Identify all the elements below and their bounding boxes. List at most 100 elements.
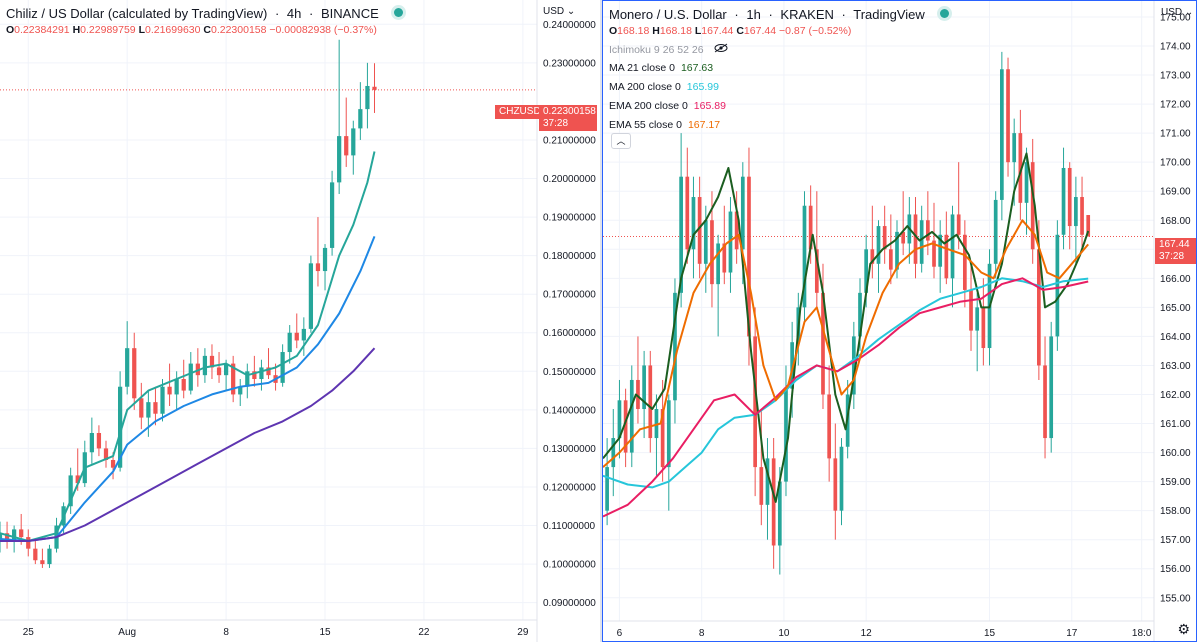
chevron-up-icon[interactable]: ︿	[611, 133, 631, 149]
x-tick-label: 8	[699, 628, 705, 639]
candle-body	[96, 432, 102, 449]
candle-body	[1067, 167, 1072, 227]
y-tick-label: 0.09000000	[543, 598, 596, 609]
indicator-line	[603, 277, 1089, 518]
y-tick-label: 0.18000000	[543, 251, 596, 262]
candle-body	[858, 292, 862, 337]
candle-body	[777, 481, 782, 546]
ohlc-close: 167.44	[743, 25, 777, 37]
pane-divider[interactable]	[600, 0, 602, 642]
xmr-interval[interactable]: 1h	[746, 7, 761, 22]
indicator-value: 165.89	[693, 100, 726, 112]
indicator-line	[0, 236, 376, 542]
candle-body	[944, 234, 949, 279]
candle-body	[358, 109, 363, 129]
chevron-down-icon: ⌄	[566, 6, 576, 17]
ohlc-low-label: L	[694, 25, 702, 37]
candle-body	[882, 226, 887, 250]
indicator-legend-item[interactable]: MA 200 close 0 165.99	[609, 81, 719, 93]
candle-body	[294, 332, 299, 341]
candle-body	[981, 307, 986, 349]
candle-body	[716, 243, 720, 285]
y-tick-label: 166.00	[1160, 274, 1191, 285]
candle-body	[629, 379, 634, 453]
y-tick-label: 0.19000000	[543, 213, 596, 224]
candle-body	[216, 367, 222, 376]
candle-body	[266, 367, 271, 376]
candle-body	[636, 379, 640, 410]
chz-price-tag: 0.22300158 37:28	[539, 105, 597, 131]
indicator-label: EMA 200 close 0	[609, 100, 688, 112]
candle-body	[19, 529, 24, 538]
y-tick-label: 160.00	[1160, 448, 1191, 459]
candle-body	[202, 355, 208, 376]
xmr-chart-svg[interactable]: 175.00 174.00 173.00 172.00 171.00 170.00 169.…	[603, 1, 1197, 642]
candle-body	[870, 249, 875, 264]
candle-body	[864, 249, 869, 293]
xmr-currency-menu[interactable]: USD ⌄	[1161, 7, 1193, 18]
ohlc-low: 0.21699630	[145, 24, 201, 36]
chz-symbol-tag: CHZUSD	[495, 105, 545, 119]
candle-body	[876, 226, 881, 264]
chz-currency-menu[interactable]: USD ⌄	[543, 6, 575, 17]
chz-chart-pane[interactable]: 0.24000000 0.23000000 0.21000000 0.20000000…	[0, 0, 600, 642]
x-tick-label: 17	[1066, 628, 1078, 639]
gear-icon[interactable]: ⚙	[1177, 621, 1190, 637]
candle-body	[808, 205, 813, 250]
currency-label: USD	[543, 6, 565, 17]
xmr-price-tag: 167.44 37:28	[1155, 238, 1196, 264]
y-tick-label: 0.10000000	[543, 560, 596, 571]
candle-body	[280, 352, 285, 383]
indicator-legend-item[interactable]: MA 21 close 0 167.63	[609, 62, 713, 74]
y-tick-label: 174.00	[1160, 42, 1191, 53]
candle-body	[747, 176, 751, 337]
xmr-chart-pane[interactable]: 175.00 174.00 173.00 172.00 171.00 170.00 169.…	[602, 0, 1197, 642]
candle-body	[146, 402, 151, 418]
indicator-label: EMA 55 close 0	[609, 119, 682, 131]
candle-body	[231, 363, 236, 395]
ichimoku-legend[interactable]: Ichimoku 9 26 52 26	[609, 43, 728, 56]
candle-body	[728, 211, 733, 273]
candle-body	[1086, 215, 1091, 237]
candle-body	[209, 355, 215, 368]
candle-body	[33, 548, 38, 561]
candle-body	[1006, 69, 1010, 163]
ohlc-close-label: C	[203, 24, 211, 36]
y-tick-label: 0.14000000	[543, 405, 596, 416]
chz-chart-svg[interactable]: 0.24000000 0.23000000 0.21000000 0.20000000…	[0, 0, 600, 642]
candle-body	[365, 85, 370, 110]
candle-body	[975, 307, 980, 331]
candle-body	[703, 220, 708, 264]
x-tick-label: 10	[778, 628, 790, 639]
candle-body	[329, 182, 335, 248]
candle-body	[617, 400, 622, 439]
ohlc-open: 0.22384291	[14, 24, 70, 36]
candle-body	[1024, 162, 1029, 203]
ohlc-high-label: H	[652, 25, 660, 37]
indicator-value: 167.17	[687, 119, 721, 131]
eye-off-icon[interactable]	[714, 43, 728, 56]
indicator-legend-item[interactable]: EMA 55 close 0 167.17	[609, 119, 720, 131]
indicator-label: MA 200 close 0	[609, 81, 681, 93]
candle-body	[1012, 133, 1017, 163]
indicator-line	[603, 219, 1089, 468]
xmr-exchange: KRAKEN	[780, 7, 834, 22]
indicator-legend-item[interactable]: EMA 200 close 0 165.89	[609, 100, 726, 112]
candle-body	[47, 548, 52, 565]
x-tick-label: 22	[418, 627, 430, 638]
candle-body	[1030, 162, 1035, 250]
x-tick-label: 6	[617, 628, 623, 639]
chz-ohlc-readout: O0.22384291 H0.22989759 L0.21699630 C0.2…	[6, 24, 377, 36]
x-tick-label: 8	[223, 627, 229, 638]
candle-body	[344, 136, 349, 156]
candle-body	[223, 363, 229, 376]
xmr-brand: TradingView	[853, 7, 925, 22]
candle-body	[308, 263, 314, 329]
chz-interval[interactable]: 4h	[286, 6, 302, 21]
candle-body	[605, 467, 609, 511]
candle-body	[372, 86, 377, 90]
xmr-price-value: 167.44	[1159, 239, 1190, 250]
candle-body	[132, 348, 137, 399]
candle-body	[167, 386, 172, 395]
y-tick-label: 159.00	[1160, 477, 1191, 488]
